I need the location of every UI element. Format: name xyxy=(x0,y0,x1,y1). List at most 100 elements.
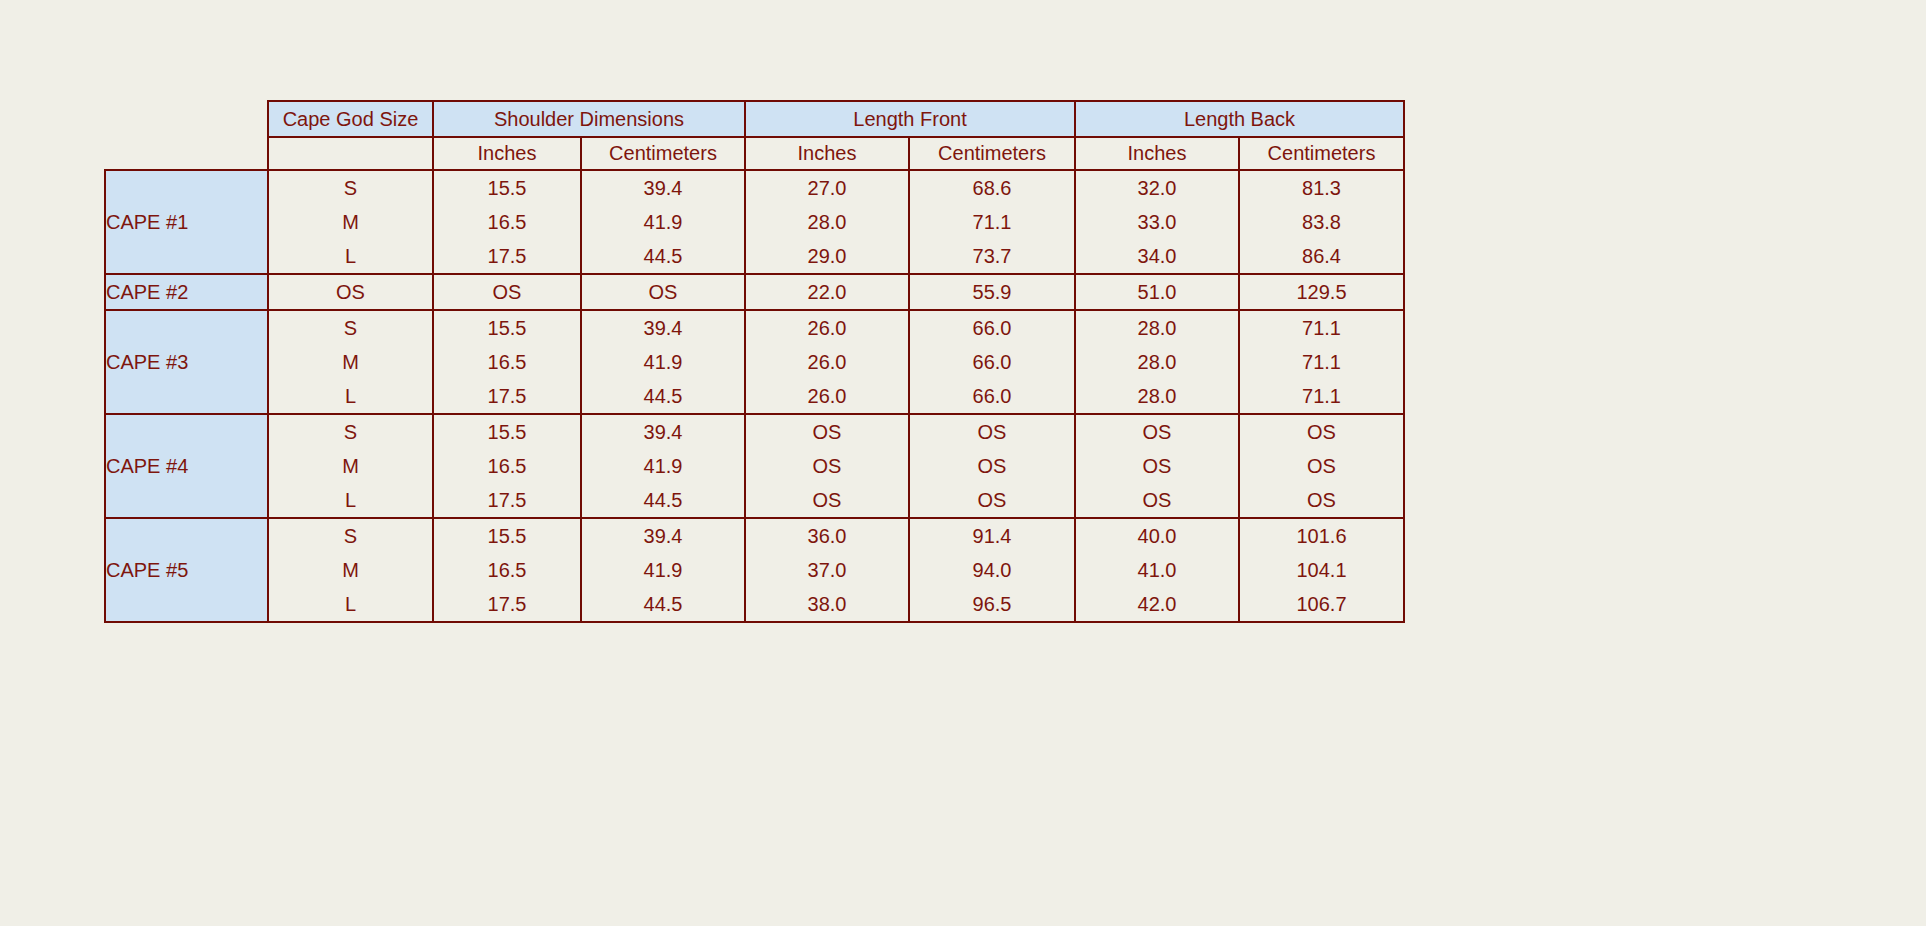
value-cell: 15.5 xyxy=(433,414,581,449)
value-cell: 39.4 xyxy=(581,518,745,553)
value-cell: 28.0 xyxy=(745,205,909,239)
size-cell: OS xyxy=(268,274,433,310)
value-cell: 44.5 xyxy=(581,483,745,518)
value-cell: 41.0 xyxy=(1075,553,1239,587)
value-cell: 83.8 xyxy=(1239,205,1404,239)
value-cell: OS xyxy=(745,414,909,449)
table-row: L17.544.526.066.028.071.1 xyxy=(105,379,1404,414)
value-cell: 32.0 xyxy=(1075,170,1239,205)
value-cell: 36.0 xyxy=(745,518,909,553)
size-cell: L xyxy=(268,587,433,622)
value-cell: OS xyxy=(909,414,1075,449)
header-shoulder-dimensions: Shoulder Dimensions xyxy=(433,101,745,137)
value-cell: 17.5 xyxy=(433,483,581,518)
value-cell: 68.6 xyxy=(909,170,1075,205)
value-cell: 71.1 xyxy=(1239,345,1404,379)
table-row: CAPE #1S15.539.427.068.632.081.3 xyxy=(105,170,1404,205)
header-unit-inches: Inches xyxy=(745,137,909,170)
size-cell: M xyxy=(268,449,433,483)
value-cell: 26.0 xyxy=(745,345,909,379)
value-cell: 66.0 xyxy=(909,310,1075,345)
value-cell: 44.5 xyxy=(581,379,745,414)
value-cell: OS xyxy=(433,274,581,310)
header-unit-inches: Inches xyxy=(1075,137,1239,170)
size-cell: S xyxy=(268,518,433,553)
header-empty-unit-cell xyxy=(268,137,433,170)
value-cell: 44.5 xyxy=(581,239,745,274)
value-cell: 66.0 xyxy=(909,345,1075,379)
value-cell: OS xyxy=(745,449,909,483)
value-cell: 22.0 xyxy=(745,274,909,310)
value-cell: 26.0 xyxy=(745,379,909,414)
value-cell: 37.0 xyxy=(745,553,909,587)
cape-name-cell: CAPE #4 xyxy=(105,414,268,518)
value-cell: 39.4 xyxy=(581,414,745,449)
size-cell: L xyxy=(268,239,433,274)
value-cell: 16.5 xyxy=(433,205,581,239)
header-unit-centimeters: Centimeters xyxy=(1239,137,1404,170)
header-unit-inches: Inches xyxy=(433,137,581,170)
value-cell: 40.0 xyxy=(1075,518,1239,553)
table-row: M16.541.928.071.133.083.8 xyxy=(105,205,1404,239)
cape-name-cell: CAPE #3 xyxy=(105,310,268,414)
value-cell: 44.5 xyxy=(581,587,745,622)
value-cell: 39.4 xyxy=(581,310,745,345)
value-cell: 86.4 xyxy=(1239,239,1404,274)
size-cell: M xyxy=(268,205,433,239)
value-cell: 33.0 xyxy=(1075,205,1239,239)
value-cell: 101.6 xyxy=(1239,518,1404,553)
value-cell: 28.0 xyxy=(1075,379,1239,414)
table-row: M16.541.9OSOSOSOS xyxy=(105,449,1404,483)
value-cell: 42.0 xyxy=(1075,587,1239,622)
value-cell: 34.0 xyxy=(1075,239,1239,274)
size-chart-table: Cape God Size Shoulder Dimensions Length… xyxy=(104,100,1405,623)
header-unit-centimeters: Centimeters xyxy=(909,137,1075,170)
value-cell: 29.0 xyxy=(745,239,909,274)
value-cell: 15.5 xyxy=(433,170,581,205)
value-cell: 17.5 xyxy=(433,239,581,274)
value-cell: 41.9 xyxy=(581,449,745,483)
size-cell: L xyxy=(268,483,433,518)
header-unit-centimeters: Centimeters xyxy=(581,137,745,170)
value-cell: OS xyxy=(1075,414,1239,449)
value-cell: 129.5 xyxy=(1239,274,1404,310)
header-row-groups: Cape God Size Shoulder Dimensions Length… xyxy=(105,101,1404,137)
value-cell: 15.5 xyxy=(433,518,581,553)
cape-name-cell: CAPE #1 xyxy=(105,170,268,274)
value-cell: 73.7 xyxy=(909,239,1075,274)
value-cell: 16.5 xyxy=(433,553,581,587)
size-cell: M xyxy=(268,553,433,587)
value-cell: 41.9 xyxy=(581,553,745,587)
value-cell: 38.0 xyxy=(745,587,909,622)
table-row: L17.544.5OSOSOSOS xyxy=(105,483,1404,518)
size-cell: M xyxy=(268,345,433,379)
table-header: Cape God Size Shoulder Dimensions Length… xyxy=(105,101,1404,170)
value-cell: 71.1 xyxy=(1239,310,1404,345)
size-chart-body: CAPE #1S15.539.427.068.632.081.3M16.541.… xyxy=(105,170,1404,622)
header-ghost-cell xyxy=(105,137,268,170)
value-cell: 91.4 xyxy=(909,518,1075,553)
value-cell: 81.3 xyxy=(1239,170,1404,205)
value-cell: 17.5 xyxy=(433,587,581,622)
value-cell: OS xyxy=(1239,449,1404,483)
value-cell: 17.5 xyxy=(433,379,581,414)
table-row: M16.541.937.094.041.0104.1 xyxy=(105,553,1404,587)
value-cell: 55.9 xyxy=(909,274,1075,310)
value-cell: 71.1 xyxy=(909,205,1075,239)
value-cell: OS xyxy=(909,449,1075,483)
table-row: CAPE #4S15.539.4OSOSOSOS xyxy=(105,414,1404,449)
value-cell: 28.0 xyxy=(1075,345,1239,379)
value-cell: 26.0 xyxy=(745,310,909,345)
table-row: CAPE #2OSOSOS22.055.951.0129.5 xyxy=(105,274,1404,310)
value-cell: 66.0 xyxy=(909,379,1075,414)
size-cell: S xyxy=(268,310,433,345)
value-cell: 16.5 xyxy=(433,449,581,483)
table-row: CAPE #3S15.539.426.066.028.071.1 xyxy=(105,310,1404,345)
table-row: CAPE #5S15.539.436.091.440.0101.6 xyxy=(105,518,1404,553)
header-row-units: Inches Centimeters Inches Centimeters In… xyxy=(105,137,1404,170)
header-length-back: Length Back xyxy=(1075,101,1404,137)
header-ghost-cell xyxy=(105,101,268,137)
table-row: M16.541.926.066.028.071.1 xyxy=(105,345,1404,379)
header-cape-god-size: Cape God Size xyxy=(268,101,433,137)
value-cell: OS xyxy=(1075,483,1239,518)
